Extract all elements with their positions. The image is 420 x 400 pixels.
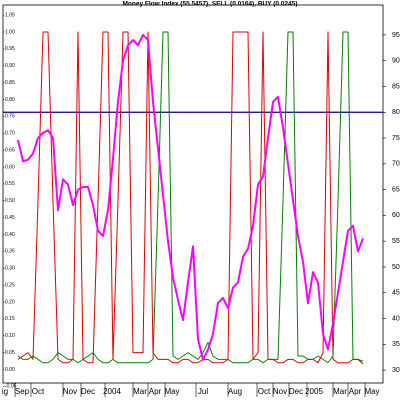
y-tick-label: 0.25 xyxy=(5,282,15,288)
y2-tick-label: 80 xyxy=(392,109,400,116)
y2-tick-label: 60 xyxy=(392,212,400,219)
x-tick-label: May xyxy=(164,387,179,396)
y-tick-label: 0.90 xyxy=(5,63,15,69)
series-line xyxy=(17,31,364,364)
x-tick-label: May xyxy=(364,387,379,396)
y2-tick-label: 85 xyxy=(392,83,400,90)
x-tick-label: Oct xyxy=(258,387,271,396)
y-tick-label: 1.00 xyxy=(5,29,15,35)
y2-tick-label: 70 xyxy=(392,161,400,168)
x-tick-label: Nov xyxy=(273,387,287,396)
y-tick-label: 0.15 xyxy=(5,316,15,322)
plot-frame xyxy=(2,4,384,384)
y2-tick-label: 50 xyxy=(392,264,400,271)
x-tick-label: Mar xyxy=(333,387,347,396)
x-tick-label: Sep xyxy=(15,387,30,396)
x-tick-label: Aug xyxy=(228,387,242,396)
y-tick-label: 0.80 xyxy=(5,97,15,103)
y-tick-label: 0.65 xyxy=(5,147,15,153)
x-tick-label: Dec xyxy=(81,387,95,396)
y-tick-label: 0.10 xyxy=(5,333,15,339)
x-tick-label: ig xyxy=(2,387,8,396)
y2-tick-label: 75 xyxy=(392,135,400,142)
y-tick-label: -0.05 xyxy=(5,384,17,390)
y2-tick-label: 40 xyxy=(392,315,400,322)
y2-tick-label: 65 xyxy=(392,186,400,193)
y-tick-label: 0.35 xyxy=(5,249,15,255)
y-tick-label: 0.45 xyxy=(5,215,15,221)
x-tick-label: Apr xyxy=(149,387,162,396)
y2-tick-label: 30 xyxy=(392,367,400,374)
y-tick-label: 0.55 xyxy=(5,181,15,187)
y-tick-label: 0.30 xyxy=(5,266,15,272)
y-tick-label: 0.05 xyxy=(5,350,15,356)
y2-tick-label: 35 xyxy=(392,341,400,348)
x-tick-label: Mar xyxy=(133,387,147,396)
x-tick-label: Dec xyxy=(289,387,303,396)
y-tick-label: 0.40 xyxy=(5,232,15,238)
y2-tick-label: 90 xyxy=(392,58,400,65)
y2-tick-label: 55 xyxy=(392,238,400,245)
y2-tick-label: 45 xyxy=(392,290,400,297)
x-tick-label: Jul xyxy=(198,387,208,396)
y-tick-label: 0.00 xyxy=(5,367,15,373)
series-line xyxy=(17,33,364,361)
y-tick-label: 1.05 xyxy=(5,12,15,18)
y-tick-label: 0.85 xyxy=(5,80,15,86)
y-tick-label: 0.20 xyxy=(5,299,15,305)
y-tick-label: 0.50 xyxy=(5,198,15,204)
x-tick-label: Apr xyxy=(349,387,362,396)
y-tick-label: 0.70 xyxy=(5,131,15,137)
x-tick-label: 2004 xyxy=(103,387,121,396)
y-tick-label: 0.75 xyxy=(5,114,15,120)
y-tick-label: 0.60 xyxy=(5,164,15,170)
x-tick-label: Oct xyxy=(32,387,45,396)
x-tick-label: Nov xyxy=(63,387,77,396)
y-tick-label: 0.95 xyxy=(5,46,15,52)
chart-title: Money Flow Index (55.5457), SELL (0.0164… xyxy=(123,1,298,8)
y2-tick-label: 95 xyxy=(392,32,400,39)
x-tick-label: 2005 xyxy=(305,387,323,396)
